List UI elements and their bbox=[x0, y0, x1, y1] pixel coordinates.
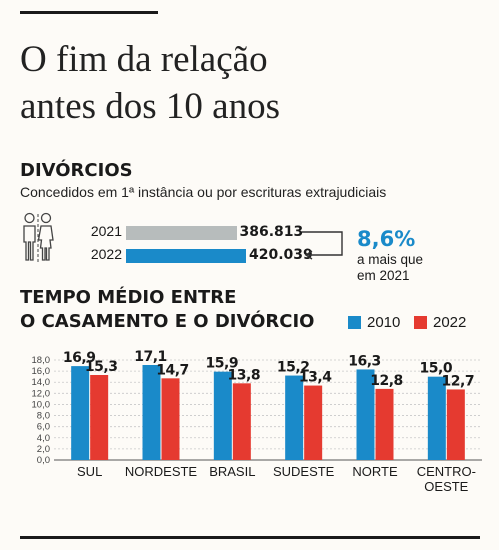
bar-2010 bbox=[71, 366, 90, 460]
y-tick-label: 6,0 bbox=[37, 422, 50, 433]
bar-2010 bbox=[285, 375, 304, 460]
y-tick-label: 2,0 bbox=[37, 444, 50, 455]
bar-2022 bbox=[232, 383, 251, 460]
bar-2022 bbox=[446, 389, 465, 460]
y-tick-label: 0,0 bbox=[37, 455, 50, 466]
headline-line-1: O fim da relação bbox=[20, 39, 268, 80]
y-tick-label: 14,0 bbox=[32, 377, 51, 388]
x-category-label: SUL bbox=[77, 464, 102, 479]
x-category-label: SUDESTE bbox=[273, 464, 335, 479]
change-caption-line-2: em 2021 bbox=[357, 268, 410, 283]
x-category-label: NORDESTE bbox=[125, 464, 198, 479]
legend-label-2010: 2010 bbox=[367, 314, 401, 331]
change-percent: 8,6% bbox=[357, 227, 416, 251]
year-label-2022: 2022 bbox=[90, 246, 122, 262]
y-tick-label: 8,0 bbox=[37, 411, 50, 422]
headline: O fim da relação antes dos 10 anos bbox=[20, 36, 480, 130]
legend-label-2022: 2022 bbox=[433, 314, 467, 331]
bar-2022 bbox=[90, 375, 109, 460]
y-tick-label: 18,0 bbox=[32, 355, 51, 366]
change-caption: a mais que em 2021 bbox=[357, 252, 457, 284]
divorces-value-2021: 386.813 bbox=[239, 224, 304, 240]
divorces-value-2022: 420.039 bbox=[249, 247, 313, 263]
headline-line-2: antes dos 10 anos bbox=[20, 86, 280, 127]
bar-2010 bbox=[142, 365, 161, 460]
data-label-2010: 15,0 bbox=[420, 361, 453, 377]
change-caption-line-1: a mais que bbox=[357, 252, 424, 267]
top-rule bbox=[20, 11, 158, 14]
bar-2022 bbox=[304, 385, 323, 460]
bracket-arrow-icon bbox=[302, 231, 343, 260]
x-category-label: NORTE bbox=[352, 464, 398, 479]
y-tick-label: 12,0 bbox=[32, 388, 51, 399]
y-tick-label: 10,0 bbox=[32, 399, 51, 410]
x-category-label: CENTRO- bbox=[417, 464, 476, 479]
data-label-2010: 16,9 bbox=[63, 350, 96, 366]
legend-swatch-2022 bbox=[414, 316, 427, 329]
divorces-title: DIVÓRCIOS bbox=[20, 160, 133, 181]
time-to-divorce-chart: 0,02,04,06,08,010,012,014,016,018,0 16,91… bbox=[32, 349, 482, 494]
year-label-2021: 2021 bbox=[90, 223, 122, 239]
y-tick-label: 4,0 bbox=[37, 433, 50, 444]
data-label-2010: 15,2 bbox=[277, 360, 310, 376]
bar-2022 bbox=[161, 378, 180, 460]
bar-2010 bbox=[427, 376, 446, 460]
divorces-bar-2021 bbox=[126, 226, 237, 240]
legend-item-2022: 2022 bbox=[414, 314, 466, 331]
divorces-bar-2022 bbox=[126, 249, 246, 263]
data-label-2022: 12,7 bbox=[442, 373, 475, 389]
data-label-2022: 14,7 bbox=[156, 362, 189, 378]
data-label-2010: 17,1 bbox=[134, 349, 167, 365]
chart-title-line-2: O CASAMENTO E O DIVÓRCIO bbox=[20, 311, 315, 332]
legend-swatch-2010 bbox=[348, 316, 361, 329]
data-label-2022: 15,3 bbox=[85, 359, 118, 375]
bar-2010 bbox=[356, 369, 375, 460]
chart-title-line-1: TEMPO MÉDIO ENTRE bbox=[20, 287, 237, 308]
data-label-2010: 15,9 bbox=[206, 356, 239, 372]
y-tick-label: 16,0 bbox=[32, 366, 51, 377]
bar-2022 bbox=[375, 388, 394, 460]
data-label-2010: 16,3 bbox=[348, 353, 381, 369]
data-label-2022: 13,8 bbox=[228, 367, 261, 383]
couple-icon bbox=[23, 212, 54, 262]
x-category-label: BRASIL bbox=[209, 464, 255, 479]
data-label-2022: 13,4 bbox=[299, 370, 332, 386]
divorces-subtitle: Concedidos em 1ª instância ou por escrit… bbox=[20, 184, 387, 200]
bottom-rule bbox=[20, 536, 480, 539]
chart-title: TEMPO MÉDIO ENTRE O CASAMENTO E O DIVÓRC… bbox=[20, 286, 340, 334]
x-category-label: OESTE bbox=[424, 479, 468, 494]
legend-item-2010: 2010 bbox=[348, 314, 400, 331]
data-label-2022: 12,8 bbox=[370, 373, 403, 389]
bar-2010 bbox=[213, 371, 232, 460]
